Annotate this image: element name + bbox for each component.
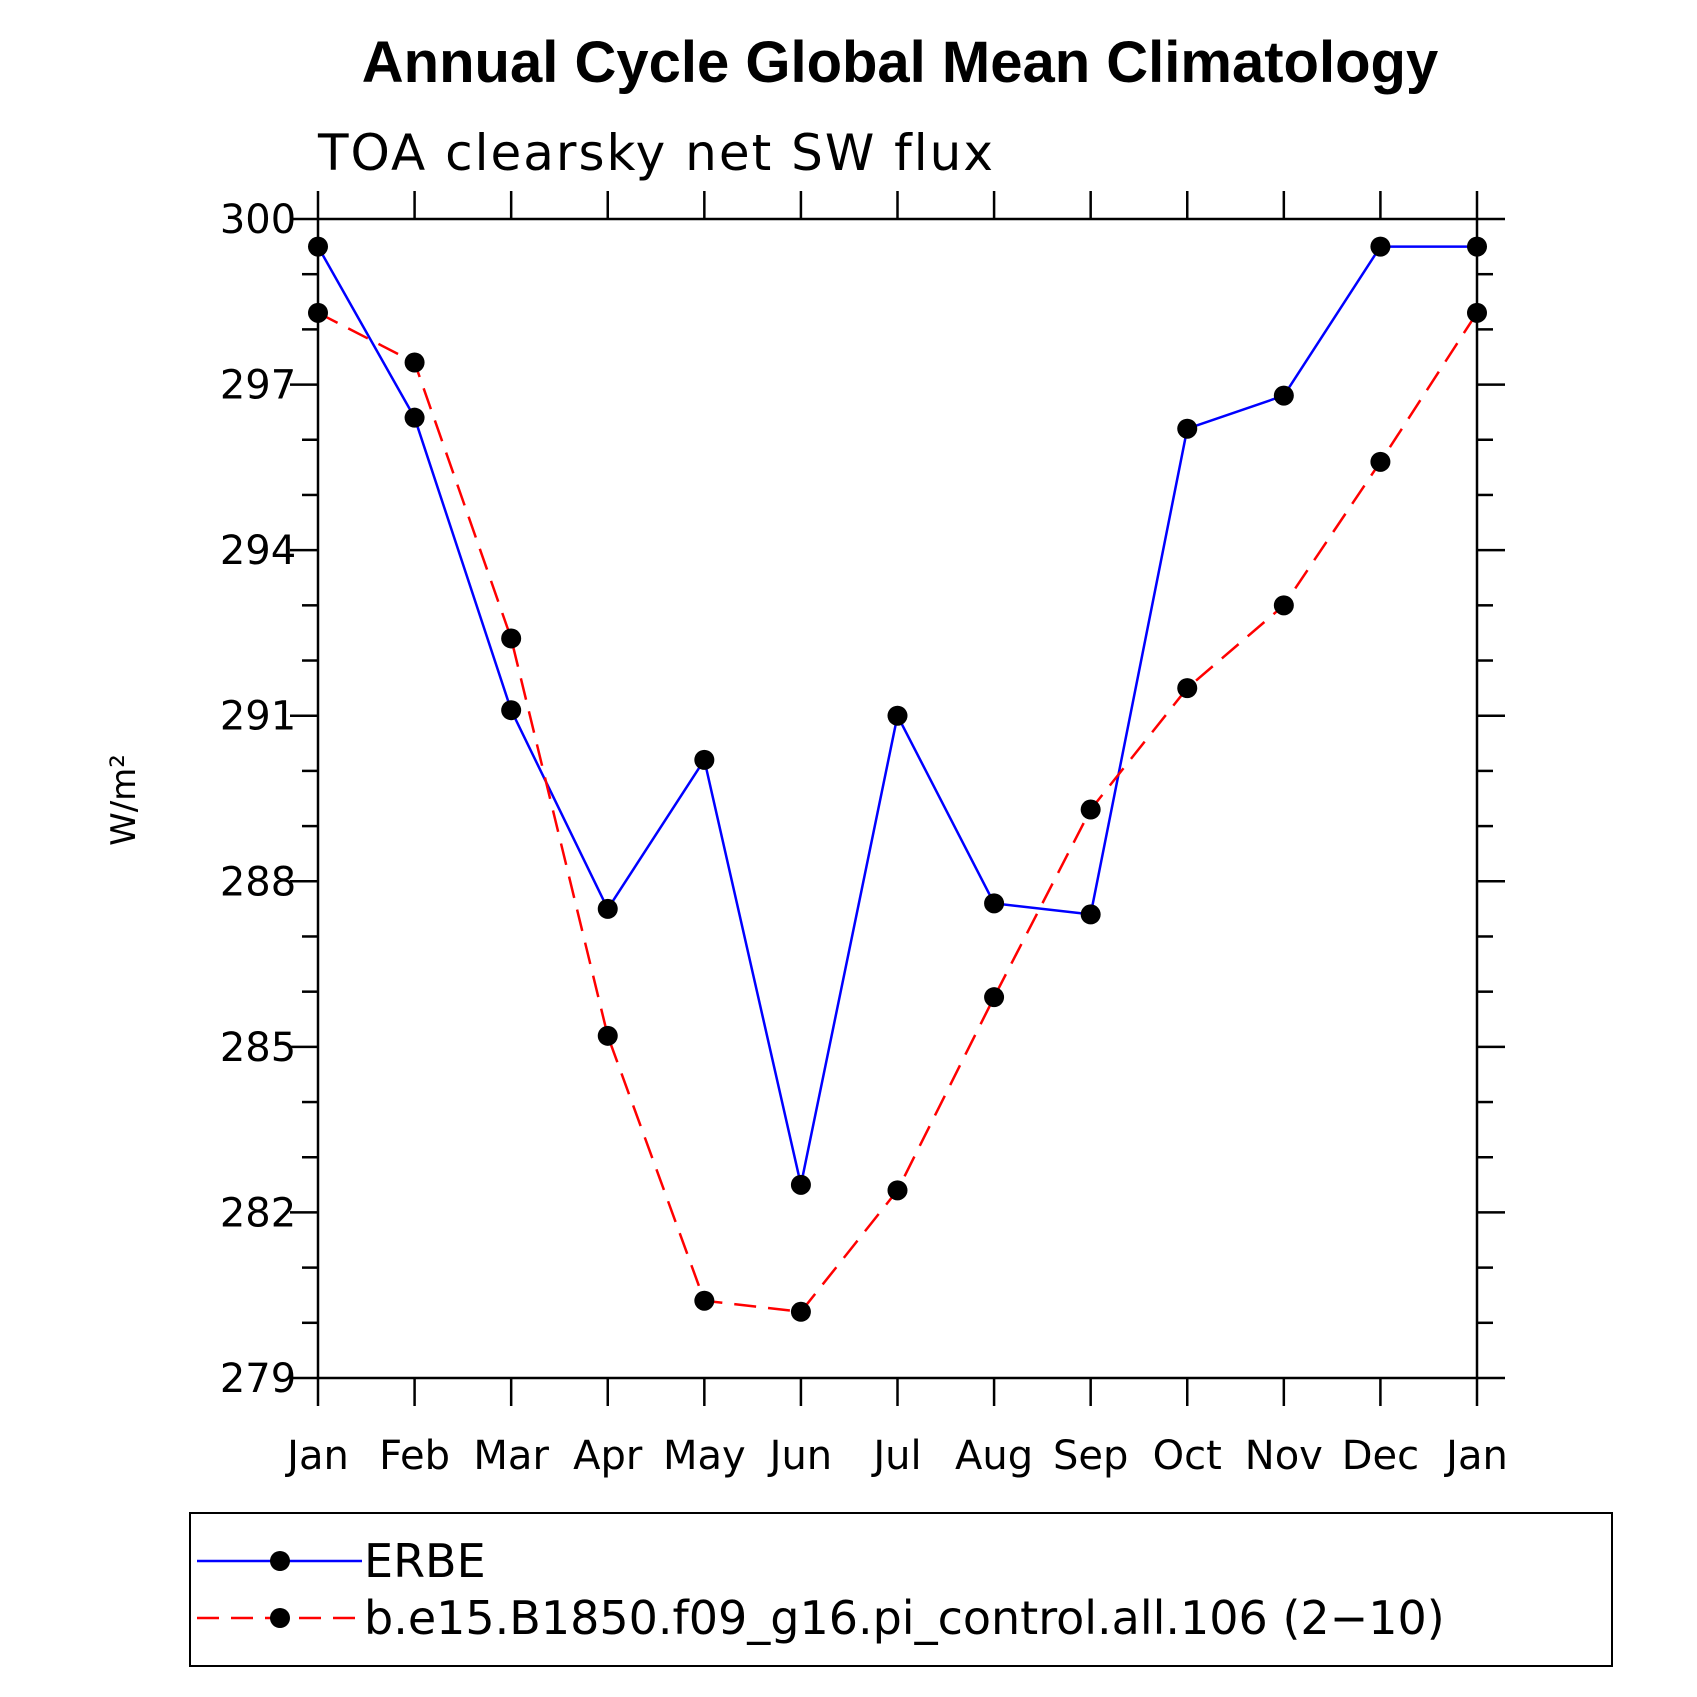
legend-label-1: b.e15.B1850.f09_g16.pi_control.all.106 (… [364,1591,1445,1645]
x-tick-label: Jul [870,1433,921,1479]
legend-marker-0 [270,1551,290,1571]
data-point-series-1 [1273,595,1294,616]
series-line-1 [317,311,1479,1314]
data-point-series-0 [1177,418,1198,439]
y-tick-label: 291 [220,694,296,740]
data-point-series-0 [404,407,425,428]
x-tick-label: Mar [473,1433,549,1479]
data-point-series-0 [887,705,908,726]
legend-label-0: ERBE [364,1534,486,1588]
data-point-series-1 [1467,302,1487,323]
data-point-series-0 [984,893,1005,914]
data-point-series-1 [597,1025,618,1046]
data-point-series-0 [1273,385,1294,406]
data-point-series-1 [1370,451,1391,472]
x-tick-label: Oct [1153,1433,1222,1479]
x-tick-label: Dec [1342,1433,1419,1479]
y-tick-label: 288 [220,859,296,905]
data-point-series-1 [984,987,1005,1008]
y-tick-label: 279 [220,1356,296,1402]
data-point-series-1 [308,302,328,323]
x-tick-label: Jan [284,1433,349,1479]
data-point-series-1 [501,628,522,649]
data-point-series-0 [501,700,522,721]
data-point-series-0 [597,898,618,919]
data-point-series-0 [1467,236,1487,257]
y-axis-label: W/m² [104,754,144,846]
x-tick-label: Nov [1245,1433,1323,1479]
series-layer [308,236,1487,1322]
plot-frame [316,217,1479,1380]
data-point-series-1 [1177,678,1198,699]
chart-subtitle: TOA clearsky net SW flux [317,124,995,182]
data-point-series-1 [694,1290,715,1311]
chart-title: Annual Cycle Global Mean Climatology [362,30,1438,95]
data-point-series-0 [1370,236,1391,257]
y-axis: 279 282 285 288 291 294 297 300 [220,197,1505,1402]
legend-box [189,1512,1613,1667]
x-tick-label: Aug [955,1433,1033,1479]
data-point-series-1 [790,1301,811,1322]
x-tick-label: Jun [767,1433,833,1479]
data-point-series-0 [694,749,715,770]
data-point-series-1 [1080,799,1101,820]
data-point-series-1 [404,352,425,373]
plot-axes [316,217,1479,1380]
x-tick-label: Apr [573,1433,643,1479]
data-point-series-0 [790,1174,811,1195]
x-tick-label: Jan [1443,1433,1508,1479]
y-tick-label: 294 [220,528,296,574]
x-tick-label: Feb [379,1433,450,1479]
x-tick-label: Sep [1053,1433,1128,1479]
data-point-series-1 [887,1180,908,1201]
data-point-series-0 [1080,904,1101,925]
y-tick-label: 285 [220,1025,296,1071]
data-point-series-0 [308,236,328,257]
y-tick-label: 297 [220,363,296,409]
legend-marker-1 [270,1608,290,1628]
legend: ERBEb.e15.B1850.f09_g16.pi_control.all.1… [189,1512,1613,1667]
x-axis: Jan Feb Mar Apr May Jun Jul Aug Sep Oct Nov Dec Jan [284,191,1508,1479]
y-tick-label: 282 [220,1190,296,1236]
x-tick-label: May [663,1433,746,1479]
y-tick-label: 300 [220,197,296,243]
